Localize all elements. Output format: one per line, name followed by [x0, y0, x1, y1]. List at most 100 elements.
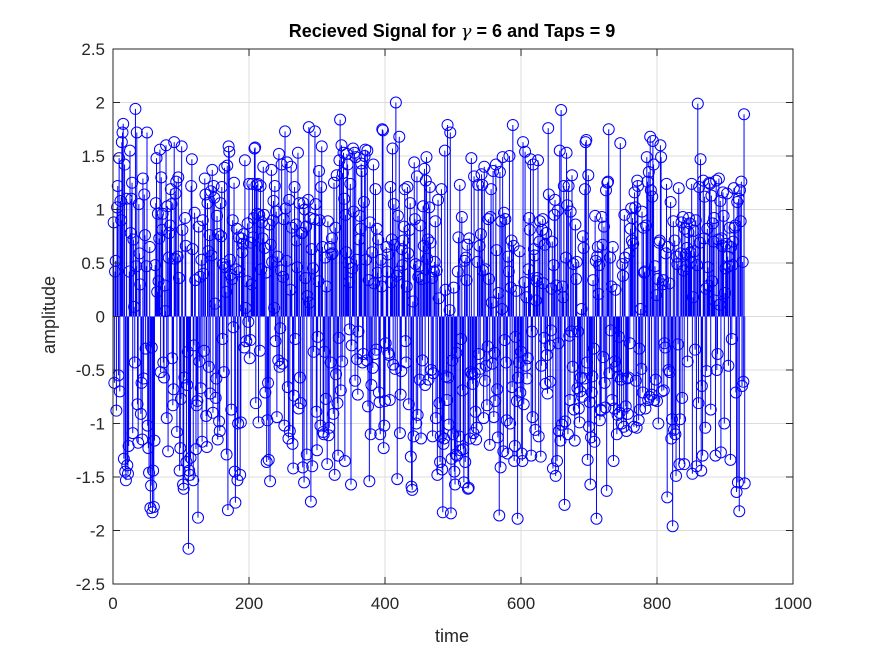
stem-marker — [672, 338, 685, 351]
stem-marker — [173, 464, 186, 477]
stem-marker — [130, 126, 143, 139]
stem-marker — [353, 209, 366, 222]
stem-marker — [393, 130, 406, 143]
x-tick-label: 1000 — [774, 594, 812, 613]
stem-marker — [330, 368, 343, 381]
stem-marker — [292, 402, 305, 415]
stem-marker — [319, 392, 332, 405]
stem-marker — [636, 205, 649, 218]
stem-marker — [315, 140, 328, 153]
stem-marker — [361, 144, 374, 157]
stem-marker — [175, 392, 187, 405]
stem-marker — [544, 324, 557, 337]
stem-marker — [308, 125, 321, 138]
stem-marker — [177, 482, 190, 495]
stem-marker — [426, 430, 439, 443]
stem-marker — [274, 322, 287, 335]
stem-marker — [493, 509, 506, 522]
stem-marker — [501, 447, 514, 460]
stem-marker — [165, 198, 178, 211]
stem-marker — [586, 370, 599, 383]
stem-marker — [205, 249, 218, 262]
stem-marker — [389, 362, 402, 375]
stem-marker — [517, 398, 530, 411]
stem-marker — [447, 281, 460, 294]
stem-marker — [117, 452, 130, 465]
stem-marker — [526, 411, 539, 424]
stem-marker — [519, 359, 532, 372]
stem-marker — [515, 345, 527, 358]
stem-marker — [676, 210, 689, 223]
stem-marker — [562, 179, 575, 192]
stem-marker — [254, 179, 267, 192]
stem-marker — [166, 352, 179, 365]
stem-marker — [151, 207, 164, 220]
stem-marker — [238, 154, 251, 167]
stem-marker — [665, 432, 678, 445]
stem-marker — [524, 153, 537, 166]
stem-marker — [330, 169, 343, 182]
stem-marker — [434, 430, 447, 443]
stem-marker — [357, 196, 370, 209]
stem-marker — [415, 432, 428, 445]
stem-marker — [502, 265, 515, 278]
stem-marker — [678, 458, 691, 471]
stem-marker — [585, 431, 598, 444]
stem-marker — [212, 228, 225, 241]
stem-marker — [363, 475, 376, 488]
stem-marker — [110, 404, 123, 417]
stem-marker — [522, 263, 535, 276]
stem-marker — [694, 153, 707, 166]
stem-marker — [403, 223, 416, 236]
stem-marker — [449, 478, 462, 491]
stem-marker — [612, 370, 625, 383]
stem-marker — [553, 424, 566, 437]
stem-marker — [198, 344, 211, 357]
stem-marker — [218, 161, 231, 174]
stem-marker — [523, 223, 536, 236]
stem-marker — [230, 263, 243, 276]
stem-marker — [648, 260, 661, 273]
stem-marker — [724, 453, 737, 466]
stem-marker — [170, 426, 183, 439]
stem-marker — [323, 421, 336, 434]
stem-marker — [559, 251, 572, 264]
stem-marker — [478, 374, 491, 387]
stem-marker — [143, 240, 156, 253]
stem-marker — [618, 208, 631, 221]
stem-marker — [310, 405, 323, 418]
stem-marker — [658, 337, 671, 350]
stem-marker — [140, 260, 153, 273]
stem-marker — [153, 232, 166, 245]
stem-marker — [578, 372, 591, 385]
stem-marker — [164, 219, 177, 232]
stem-marker — [489, 158, 502, 171]
stem-marker — [354, 222, 367, 235]
stem-marker — [210, 372, 223, 385]
stem-marker — [649, 373, 662, 386]
stem-marker — [366, 246, 379, 259]
stem-marker — [298, 476, 311, 489]
stem-marker — [252, 416, 265, 429]
stem-marker — [351, 388, 364, 401]
stem-marker — [685, 255, 697, 268]
stem-marker — [490, 244, 503, 257]
stem-marker — [547, 259, 560, 272]
axes — [112, 48, 794, 585]
stem-marker — [276, 357, 289, 370]
stem-marker — [182, 542, 195, 555]
stem-marker — [366, 361, 379, 374]
stem-marker — [568, 403, 581, 416]
stem-marker — [440, 370, 453, 383]
stem-marker — [264, 238, 277, 251]
stem-marker — [714, 446, 727, 459]
stem-marker — [410, 417, 423, 430]
stem-marker — [708, 212, 721, 225]
stem-marker — [499, 213, 512, 226]
stem-marker — [166, 399, 179, 412]
stem-marker — [233, 265, 246, 278]
stem-marker — [453, 178, 466, 191]
stem-marker — [406, 483, 419, 496]
stem-marker — [400, 280, 413, 293]
